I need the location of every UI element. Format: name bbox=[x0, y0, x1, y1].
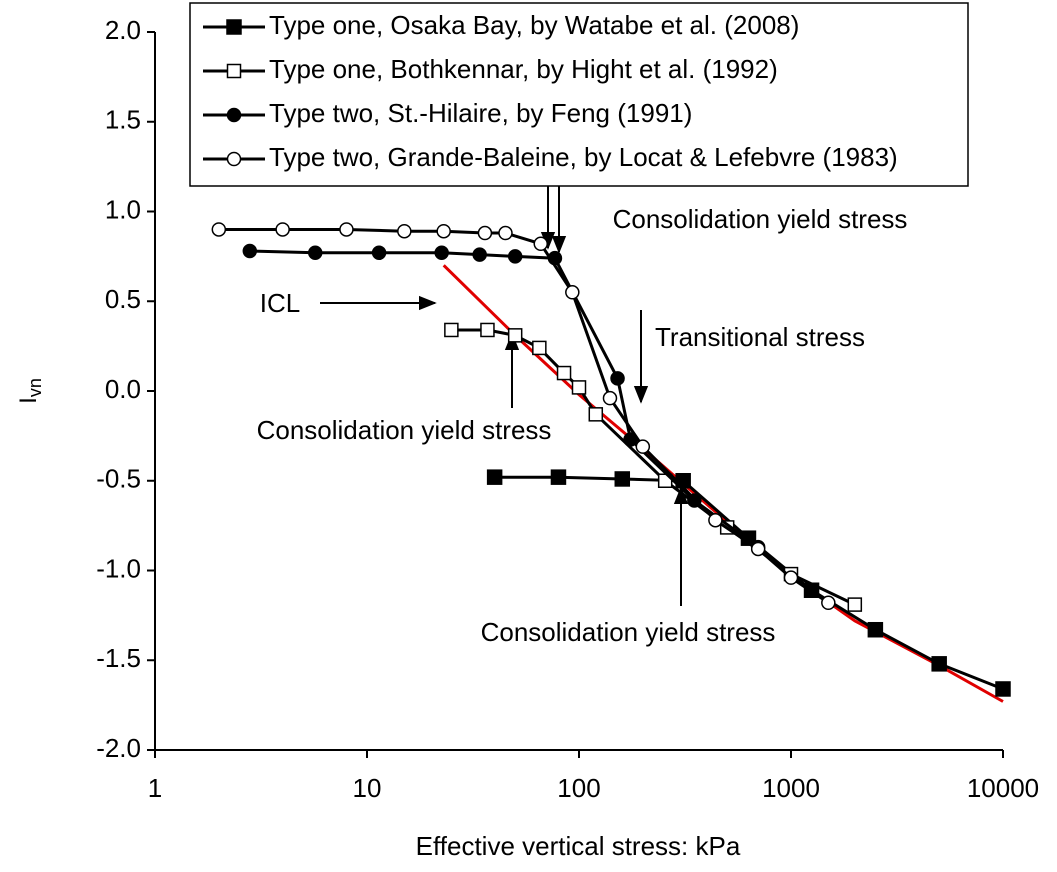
y-tick-label: 0.5 bbox=[105, 284, 141, 314]
x-tick-label: 100 bbox=[557, 773, 600, 803]
legend-marker bbox=[226, 151, 242, 167]
legend-label: Type two, St.-Hilaire, by Feng (1991) bbox=[269, 98, 692, 128]
data-point bbox=[242, 243, 258, 259]
y-tick-label: -2.0 bbox=[96, 733, 141, 763]
data-point bbox=[436, 223, 451, 239]
data-point bbox=[507, 328, 523, 343]
legend-marker bbox=[226, 19, 242, 35]
data-point bbox=[931, 656, 947, 672]
series-line bbox=[494, 475, 1004, 691]
data-point bbox=[867, 621, 884, 638]
data-point bbox=[211, 222, 227, 237]
x-tick-label: 1000 bbox=[762, 773, 820, 803]
annotation: Consolidation yield stress bbox=[481, 617, 776, 647]
data-point bbox=[371, 245, 387, 261]
data-point bbox=[610, 371, 625, 386]
data-point bbox=[556, 365, 572, 381]
legend-box bbox=[189, 2, 969, 187]
y-axis-label: Ivn bbox=[15, 378, 44, 404]
data-point bbox=[532, 340, 547, 356]
legend-label: Type one, Bothkennar, by Hight et al. (1… bbox=[269, 54, 778, 84]
y-tick-label: 1.0 bbox=[105, 194, 141, 224]
y-tick-label: 0.0 bbox=[105, 374, 141, 404]
data-point bbox=[472, 247, 487, 262]
data-point bbox=[847, 597, 863, 612]
data-point bbox=[550, 469, 567, 485]
data-point bbox=[275, 222, 290, 237]
x-tick-label: 10000 bbox=[967, 773, 1039, 803]
y-axis-label-subscript: vn bbox=[25, 378, 45, 397]
data-point bbox=[614, 471, 631, 487]
data-point bbox=[588, 407, 604, 422]
y-tick-label: 2.0 bbox=[105, 15, 141, 45]
y-tick-label: -0.5 bbox=[96, 464, 141, 494]
legend-marker bbox=[226, 63, 242, 79]
annotation: Consolidation yield stress bbox=[257, 415, 552, 445]
data-point bbox=[821, 595, 836, 611]
x-axis-label: Effective vertical stress: kPa bbox=[416, 831, 741, 861]
x-tick-label: 1 bbox=[148, 773, 162, 803]
legend-label: Type one, Osaka Bay, by Watabe et al. (2… bbox=[269, 10, 799, 40]
data-point bbox=[565, 285, 580, 300]
data-point bbox=[498, 225, 513, 241]
annotation: ICL bbox=[260, 288, 300, 318]
legend-marker bbox=[226, 107, 242, 123]
y-tick-label: -1.0 bbox=[96, 553, 141, 583]
x-tick-label: 10 bbox=[353, 773, 382, 803]
data-point bbox=[397, 223, 412, 239]
data-point bbox=[571, 380, 587, 395]
data-point bbox=[339, 222, 354, 237]
y-tick-label: 1.5 bbox=[105, 105, 141, 135]
data-point bbox=[533, 236, 548, 252]
data-point bbox=[750, 541, 766, 557]
annotation: Consolidation yield stress bbox=[613, 204, 908, 234]
data-point bbox=[477, 225, 493, 241]
data-point bbox=[602, 390, 618, 406]
data-point bbox=[708, 512, 723, 528]
data-point bbox=[635, 439, 651, 454]
data-point bbox=[444, 322, 459, 338]
legend-label: Type two, Grande-Baleine, by Locat & Lef… bbox=[269, 142, 898, 172]
data-point bbox=[507, 249, 523, 264]
data-point bbox=[480, 322, 495, 338]
data-point bbox=[783, 570, 799, 585]
data-point bbox=[434, 245, 449, 261]
data-point bbox=[486, 469, 503, 485]
data-point bbox=[307, 245, 323, 261]
data-point bbox=[995, 681, 1011, 697]
y-axis-label-main: I bbox=[15, 397, 42, 404]
annotation: Transitional stress bbox=[655, 322, 865, 352]
y-tick-label: -1.5 bbox=[96, 643, 141, 673]
